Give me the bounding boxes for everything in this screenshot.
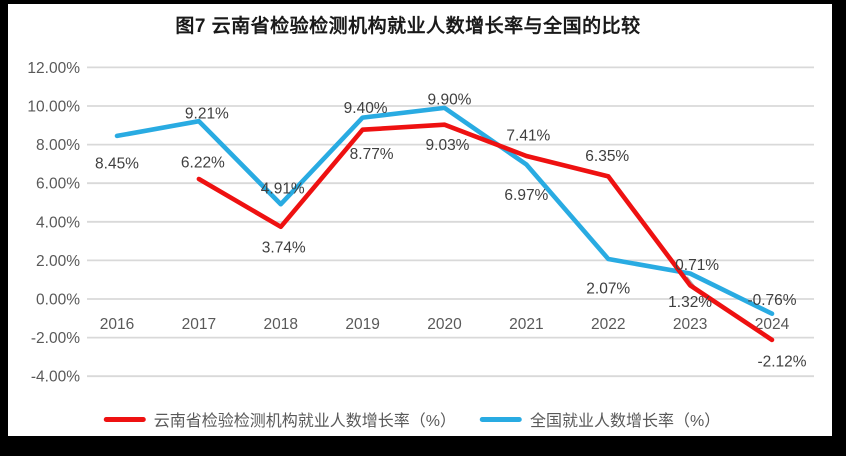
x-tick-label: 2024 <box>755 316 790 333</box>
x-tick-label: 2021 <box>509 316 543 333</box>
legend-item-yunnan: 云南省检验检测机构就业人数增长率（%） <box>103 407 456 431</box>
legend-label-yunnan: 云南省检验检测机构就业人数增长率（%） <box>153 413 456 430</box>
x-tick-label: 2020 <box>427 316 462 333</box>
data-label: 9.40% <box>344 100 388 117</box>
data-label: 8.45% <box>95 155 139 172</box>
legend-item-national: 全国就业人数增长率（%） <box>480 407 720 431</box>
y-tick-label: 0.00% <box>36 292 80 309</box>
y-tick-label: 12.00% <box>27 60 80 77</box>
y-tick-label: -2.00% <box>31 330 80 347</box>
y-tick-label: 10.00% <box>27 99 80 116</box>
y-tick-label: 6.00% <box>36 176 80 193</box>
data-label: 1.32% <box>668 294 712 311</box>
data-label: 8.77% <box>350 146 394 163</box>
data-label: 9.90% <box>428 91 472 108</box>
data-label: 3.74% <box>262 239 306 256</box>
data-label: 0.71% <box>675 257 719 274</box>
x-tick-label: 2023 <box>673 316 707 333</box>
x-tick-label: 2016 <box>100 316 134 333</box>
y-tick-label: 8.00% <box>36 137 80 154</box>
x-tick-label: 2017 <box>182 316 216 333</box>
y-tick-label: 4.00% <box>36 214 80 231</box>
legend-swatch-yunnan-icon <box>103 416 146 422</box>
chart-title: 图7 云南省检验检测机构就业人数增长率与全国的比较 <box>175 16 641 37</box>
data-label: -0.76% <box>747 292 796 309</box>
legend-label-national: 全国就业人数增长率（%） <box>530 413 721 430</box>
series-line <box>114 105 775 316</box>
legend-swatch-national-icon <box>480 416 522 422</box>
data-label: 2.07% <box>586 281 630 298</box>
data-label: 9.03% <box>426 137 470 154</box>
y-tick-label: -4.00% <box>31 369 80 386</box>
data-label: 6.22% <box>181 154 225 171</box>
data-label: 6.97% <box>504 187 548 204</box>
chart-canvas <box>8 4 832 436</box>
series-line <box>196 122 775 343</box>
data-label: -2.12% <box>757 353 806 370</box>
data-label: 4.91% <box>261 181 305 198</box>
data-label: 7.41% <box>506 127 550 144</box>
x-tick-label: 2018 <box>264 316 298 333</box>
x-tick-label: 2022 <box>591 316 625 333</box>
y-tick-label: 2.00% <box>36 253 80 270</box>
data-label: 9.21% <box>185 106 229 123</box>
legend: 云南省检验检测机构就业人数增长率（%） 全国就业人数增长率（%） <box>103 407 720 431</box>
x-tick-label: 2019 <box>345 316 379 333</box>
data-label: 6.35% <box>585 148 629 165</box>
